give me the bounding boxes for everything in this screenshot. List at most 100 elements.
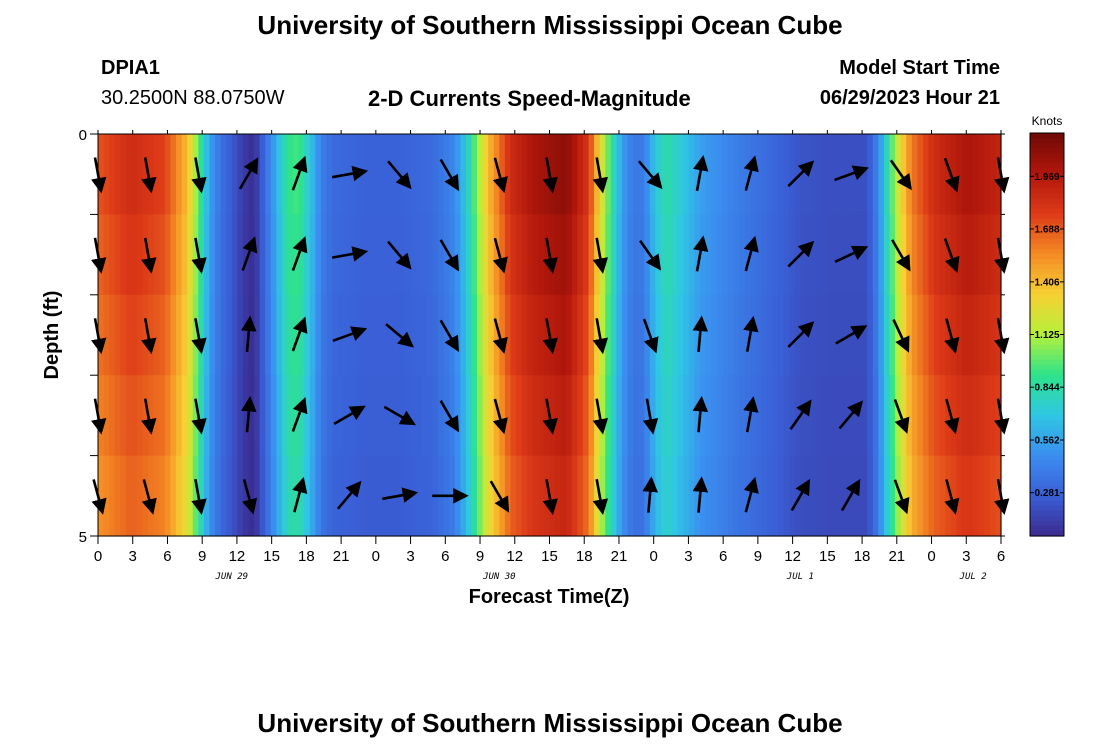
heat-cell [215,375,222,457]
heat-cell [192,294,199,376]
heat-cell [543,375,551,457]
heat-cell [934,375,941,457]
heat-cell [783,455,790,537]
heat-cell [532,214,539,296]
heat-cell [822,375,829,457]
heat-cell [934,214,941,296]
heat-cell [822,294,829,376]
heat-cell [527,214,534,296]
heat-cell [153,455,160,537]
heat-cell [956,455,963,537]
heat-cell [504,375,512,457]
heat-cell [421,455,428,537]
heat-cell [103,455,110,537]
heat-cell [934,294,941,376]
heat-cell [259,294,266,376]
date-label: JUN 30 [482,572,516,582]
heat-cell [265,214,272,296]
current-vector [889,159,912,191]
heat-cell [889,214,896,296]
heat-cell [705,455,712,537]
heat-cell [878,294,885,376]
current-vector [834,245,869,263]
heat-cell [209,375,216,457]
heat-cell [588,214,595,296]
heat-cell [666,294,673,376]
heat-cell [566,294,573,376]
heat-cell [176,455,183,537]
heat-cell [627,134,634,215]
colorbar-step [1030,153,1064,159]
heat-cell [739,134,746,215]
current-vector [542,237,558,274]
heat-cell [287,294,294,376]
heat-cell [677,455,684,537]
heat-cell [683,455,690,537]
heat-cell [883,134,891,215]
heat-cell [805,294,813,376]
heat-cell [772,214,779,296]
heat-cell [694,214,701,296]
colorbar-step [1030,354,1064,361]
x-tick-label: 9 [198,548,206,565]
station-coordinates: 30.2500N 88.0750W [101,87,285,109]
heat-cell [911,375,918,457]
heat-cell [170,455,177,537]
heat-cell [883,214,891,296]
heat-cell [889,455,896,537]
colorbar-step [1030,349,1064,356]
heat-cell [516,455,523,537]
heat-cell [137,455,144,537]
colorbar-step [1030,314,1064,320]
heat-cell [337,294,344,376]
heat-cell [789,214,796,296]
heat-cell [655,375,662,457]
heat-cell [811,214,818,296]
current-vector [789,399,812,431]
heat-cell [131,214,138,296]
heat-cell [621,455,629,537]
heat-cell [164,375,172,457]
heat-cell [727,455,735,537]
heat-cell [320,134,328,215]
heat-cell [571,134,578,215]
heat-cell [566,134,573,215]
heat-cell [817,214,824,296]
heat-cell [700,134,707,215]
heat-cell [571,455,578,537]
heat-cell [683,375,690,457]
heat-cell [822,455,829,537]
heat-cell [432,134,439,215]
current-vector [592,478,609,516]
heat-cell [917,214,924,296]
heat-cell [114,375,121,457]
heat-cell [627,294,634,376]
current-vector [492,157,508,194]
colorbar-step [1030,530,1064,537]
heat-cell [438,134,445,215]
heat-cell [148,375,155,457]
heat-cell [621,375,629,457]
heat-cell [293,375,300,457]
heat-cell [649,455,656,537]
heat-cell [956,214,963,296]
heat-cell [883,294,891,376]
x-tick-label: 15 [541,548,558,565]
heat-cell [527,455,534,537]
heat-cell [945,134,952,215]
heat-cell [543,455,551,537]
heat-cell [839,134,846,215]
colorbar-tick-label: 1.406 [1034,277,1059,288]
heat-cell [527,294,534,376]
heat-cell [711,455,718,537]
current-vector [893,479,910,515]
heat-cell [365,375,372,457]
heat-cell [404,294,411,376]
heat-cell [281,294,289,376]
heat-cell [911,455,918,537]
heat-cell [922,455,930,537]
current-vector [241,395,257,433]
colorbar-step [1030,163,1064,169]
heat-cell [281,214,289,296]
colorbar-step [1030,410,1064,416]
